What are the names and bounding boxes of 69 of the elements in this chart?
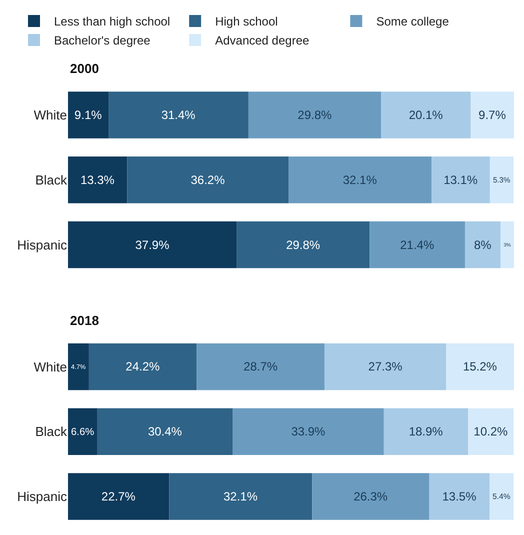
- chart-title: 2018: [70, 313, 99, 328]
- legend-label: Advanced degree: [215, 34, 310, 48]
- bar: [68, 156, 128, 204]
- bar: [464, 221, 501, 268]
- bar: [68, 473, 170, 520]
- legend-label: Some college: [376, 14, 450, 29]
- bar: [446, 343, 514, 390]
- bar: [429, 473, 490, 520]
- data-label: 32.1%: [223, 490, 258, 504]
- bar: [232, 408, 384, 455]
- data-label: 21.4%: [400, 238, 434, 252]
- data-label: 31.4%: [161, 108, 196, 122]
- data-label: 9.7%: [478, 108, 506, 122]
- data-label: 24.2%: [126, 360, 160, 374]
- data-label: 13.1%: [444, 172, 478, 187]
- data-label: 20.1%: [408, 108, 444, 122]
- data-label: 13.3%: [80, 172, 115, 187]
- y-tick-label: White: [34, 108, 67, 123]
- y-tick-label: Hispanic: [17, 489, 68, 504]
- bar: [236, 221, 370, 268]
- bar: [88, 343, 197, 390]
- bar: [68, 92, 109, 138]
- data-label: 32.1%: [342, 172, 378, 187]
- y-tick-label: Hispanic: [17, 237, 68, 252]
- bar: [68, 221, 237, 268]
- data-label: 13.5%: [442, 490, 477, 504]
- data-label: 9.1%: [74, 108, 102, 122]
- bar: [108, 92, 248, 138]
- bar: [384, 408, 468, 455]
- data-label: 6.6%: [71, 427, 94, 438]
- y-tick-label: Black: [35, 424, 68, 440]
- bar: [370, 221, 465, 268]
- legend-label: Less than high school: [54, 14, 170, 29]
- data-label: 27.3%: [368, 360, 403, 374]
- y-tick-label: Black: [35, 172, 68, 188]
- legend-label: High school: [215, 14, 278, 29]
- bar: [500, 221, 514, 268]
- data-label: 26.3%: [354, 490, 388, 504]
- data-label: 36.2%: [190, 172, 226, 187]
- bar: [381, 92, 471, 138]
- bar: [324, 343, 446, 390]
- bar: [489, 473, 514, 520]
- bar: [288, 156, 432, 204]
- legend-label: Bachelor's degree: [54, 34, 151, 48]
- bar: [470, 92, 514, 138]
- bar: [432, 156, 490, 204]
- bar: [312, 473, 430, 520]
- y-tick-label: White: [34, 359, 67, 374]
- data-label: 22.7%: [101, 490, 136, 504]
- bar: [468, 408, 514, 455]
- data-label: 37.9%: [135, 238, 170, 252]
- bar: [97, 408, 233, 455]
- chart-title: 2000: [70, 61, 99, 76]
- data-label: 18.9%: [408, 424, 444, 439]
- bar: [248, 92, 382, 138]
- data-label: 29.8%: [286, 238, 320, 252]
- bar: [127, 156, 289, 204]
- data-label: 30.4%: [148, 424, 182, 439]
- bar: [68, 408, 98, 455]
- data-label: 29.8%: [298, 108, 332, 122]
- bar: [196, 343, 325, 390]
- data-label: 15.2%: [462, 360, 498, 374]
- bar: [490, 156, 514, 204]
- bar: [68, 343, 89, 390]
- data-label: 10.2%: [474, 424, 508, 439]
- bar: [169, 473, 312, 520]
- data-label: 8%: [474, 238, 492, 252]
- data-label: 28.7%: [244, 360, 278, 374]
- data-label: 33.9%: [291, 424, 326, 439]
